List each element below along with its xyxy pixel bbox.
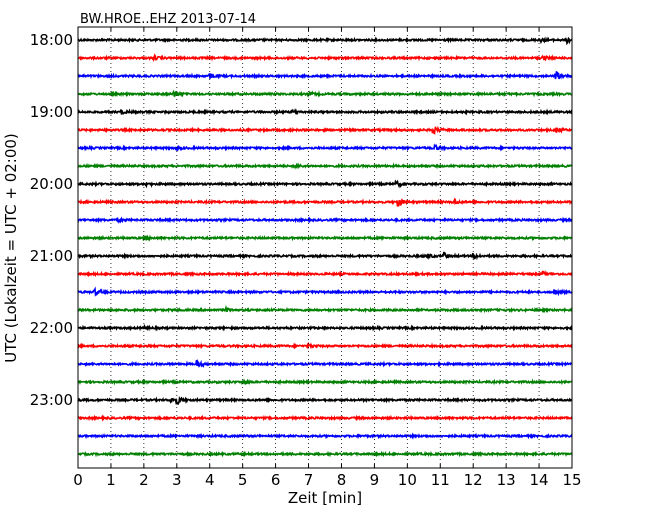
trace-line bbox=[77, 125, 573, 135]
trace-line bbox=[77, 341, 573, 350]
x-tick-label: 10 bbox=[398, 471, 417, 489]
x-tick-label: 5 bbox=[238, 471, 248, 489]
x-axis-label: Zeit [min] bbox=[287, 489, 363, 507]
x-tick-label: 15 bbox=[562, 471, 581, 489]
x-tick-label: 12 bbox=[464, 471, 483, 489]
x-tick-label: 14 bbox=[530, 471, 549, 489]
x-tick-label: 9 bbox=[370, 471, 380, 489]
plot-frame bbox=[77, 26, 573, 469]
trace-line bbox=[77, 52, 573, 63]
trace-line bbox=[77, 286, 573, 297]
trace-line bbox=[77, 378, 573, 386]
trace-line bbox=[77, 162, 573, 170]
trace-line bbox=[77, 432, 573, 440]
trace-line bbox=[77, 197, 573, 207]
trace-line bbox=[77, 358, 573, 369]
trace-line bbox=[77, 71, 573, 80]
trace-line bbox=[77, 304, 573, 314]
trace-line bbox=[77, 269, 573, 278]
y-tick-label: 20:00 bbox=[30, 175, 73, 193]
trace-line bbox=[77, 323, 573, 332]
x-tick-label: 8 bbox=[337, 471, 347, 489]
y-tick-label: 23:00 bbox=[30, 391, 73, 409]
trace-line bbox=[77, 414, 573, 422]
chart-title: BW.HROE..EHZ 2013-07-14 bbox=[80, 12, 257, 27]
y-tick-label: 22:00 bbox=[30, 319, 73, 337]
trace-line bbox=[77, 143, 573, 152]
y-axis-label: UTC (Lokalzeit = UTC + 02:00) bbox=[2, 133, 20, 363]
x-tick-label: 2 bbox=[139, 471, 149, 489]
trace-line bbox=[77, 108, 573, 116]
x-tick-label: 3 bbox=[172, 471, 182, 489]
trace-line bbox=[77, 36, 573, 46]
x-tick-label: 13 bbox=[497, 471, 516, 489]
y-tick-label: 18:00 bbox=[30, 31, 73, 49]
trace-line bbox=[77, 216, 573, 224]
trace-line bbox=[77, 89, 573, 98]
trace-line bbox=[77, 450, 573, 458]
x-tick-label: 7 bbox=[304, 471, 314, 489]
y-tick-label: 19:00 bbox=[30, 103, 73, 121]
y-tick-label: 21:00 bbox=[30, 247, 73, 265]
x-tick-label: 4 bbox=[205, 471, 215, 489]
trace-line bbox=[77, 251, 573, 261]
trace-line bbox=[77, 179, 573, 189]
trace-line bbox=[77, 234, 573, 242]
x-tick-label: 1 bbox=[106, 471, 116, 489]
x-tick-label: 11 bbox=[431, 471, 450, 489]
x-tick-label: 0 bbox=[73, 471, 83, 489]
x-tick-label: 6 bbox=[271, 471, 281, 489]
trace-line bbox=[77, 396, 573, 406]
